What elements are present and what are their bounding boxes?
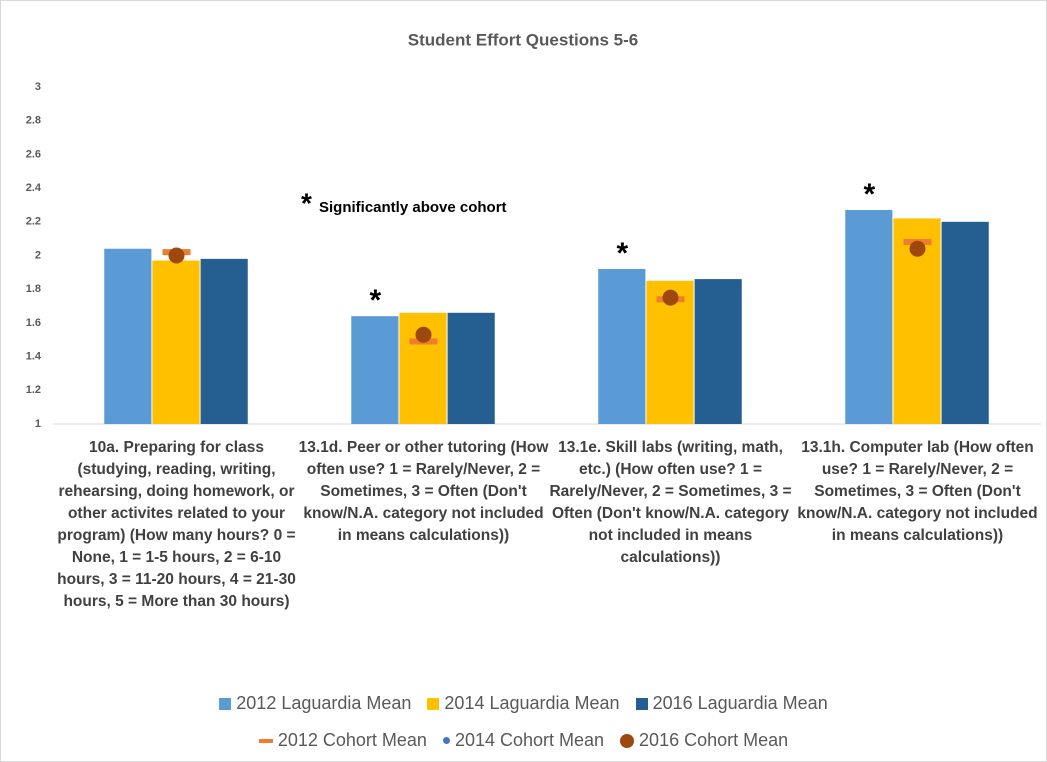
y-tick-label: 3 (35, 81, 41, 93)
legend-label: 2012 Laguardia Mean (236, 693, 412, 713)
y-tick-label: 1.6 (26, 317, 41, 329)
bar (598, 268, 646, 424)
chart-title: Student Effort Questions 5-6 (408, 30, 638, 49)
bar (152, 260, 200, 424)
legend-item: 2014 Laguardia Mean (427, 693, 620, 714)
legend-row: 2012 Cohort Mean 2014 Cohort Mean 2016 Coh… (1, 730, 1046, 751)
legend-swatch (427, 697, 440, 710)
y-tick-label: 1.2 (26, 384, 41, 396)
legend-label: 2012 Cohort Mean (277, 730, 427, 750)
cohort-dot (662, 289, 679, 306)
cohort-dot (168, 247, 185, 264)
x-tick-label: 13.1h. Computer lab (How often use? 1 = … (797, 439, 1038, 544)
significance-marker: * (369, 284, 381, 317)
x-tick-label: 13.1e. Skill labs (writing, math, etc.) … (549, 439, 792, 566)
legend-swatch (442, 737, 450, 744)
legend-item: 2012 Laguardia Mean (219, 693, 411, 714)
x-tick-label: 13.1d. Peer or other tutoring (How often… (298, 439, 549, 544)
legend-label: 2014 Laguardia Mean (444, 693, 620, 713)
x-tick-label: 10a. Preparing for class (studying, read… (57, 439, 296, 610)
cohort-dot (415, 326, 432, 343)
legend-row: 2012 Laguardia Mean 2014 Laguardia Mean 20… (1, 693, 1046, 714)
legend-item: 2016 Cohort Mean (620, 730, 788, 751)
bar (941, 221, 989, 424)
y-tick-label: 2.2 (26, 216, 41, 228)
bar (351, 316, 399, 424)
bar (845, 210, 893, 424)
y-tick-label: 2.8 (26, 115, 41, 127)
legend-label: 2016 Cohort Mean (639, 730, 789, 750)
legend-item: 2016 Laguardia Mean (635, 693, 828, 714)
y-tick-label: 2.4 (26, 182, 42, 194)
y-tick-label: 1.8 (26, 283, 41, 295)
legend-label: 2014 Cohort Mean (454, 730, 605, 750)
y-tick-label: 2.6 (26, 148, 41, 160)
legend-swatch (258, 738, 273, 743)
significance-marker: * (616, 237, 628, 270)
note-text: Significantly above cohort (319, 199, 507, 216)
bar (104, 248, 152, 424)
bar (694, 279, 742, 424)
legend-swatch (635, 697, 648, 710)
legend-swatch (219, 697, 232, 710)
bar (447, 312, 495, 424)
y-tick-label: 1 (35, 418, 41, 430)
cohort-dot (909, 240, 926, 257)
legend-label: 2016 Laguardia Mean (652, 693, 828, 713)
bar (200, 258, 248, 424)
legend-swatch (620, 733, 635, 748)
legend-item: 2014 Cohort Mean (442, 730, 605, 751)
significance-marker: * (863, 178, 875, 211)
y-tick-label: 2 (35, 249, 41, 261)
y-tick-label: 1.4 (26, 351, 42, 363)
note-marker: * (301, 187, 312, 218)
legend-item: 2012 Cohort Mean (258, 730, 427, 751)
